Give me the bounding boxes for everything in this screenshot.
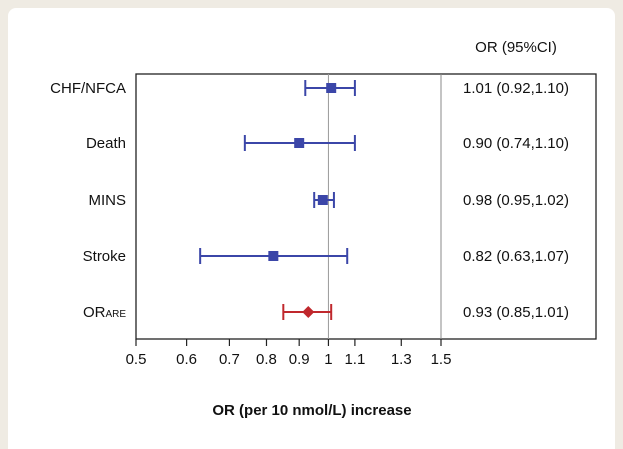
- plot-frame: [135, 73, 597, 340]
- row-label: Stroke: [83, 248, 126, 265]
- x-tick-label: 1: [324, 351, 332, 368]
- row-label: MINS: [89, 192, 127, 209]
- x-tick-label: 0.8: [256, 351, 277, 368]
- ci-value-text: 1.01 (0.92,1.10): [463, 80, 569, 97]
- ci-value-text: 0.82 (0.63,1.07): [463, 248, 569, 265]
- row-label-text: CHF/NFCA: [50, 80, 126, 97]
- x-tick-label: 0.7: [219, 351, 240, 368]
- point-estimate-square: [294, 138, 305, 148]
- point-estimate-square: [268, 251, 279, 261]
- chart-card: [8, 8, 615, 449]
- x-tick-label: 0.9: [289, 351, 310, 368]
- x-tick-label: 0.6: [176, 351, 197, 368]
- ci-column-header: OR (95%CI): [475, 39, 557, 56]
- x-tick-label: 1.3: [391, 351, 412, 368]
- row-label: ORARE: [83, 304, 126, 321]
- ci-value-text: 0.93 (0.85,1.01): [463, 304, 569, 321]
- row-label: CHF/NFCA: [50, 80, 126, 97]
- row-label-text: MINS: [89, 192, 127, 209]
- row-label: Death: [86, 135, 126, 152]
- ci-value-text: 0.90 (0.74,1.10): [463, 135, 569, 152]
- row-label-subscript: ARE: [105, 309, 126, 320]
- x-tick-label: 1.1: [344, 351, 365, 368]
- row-label-text: Death: [86, 135, 126, 152]
- point-estimate-square: [326, 83, 337, 93]
- x-axis-label: OR (per 10 nmol/L) increase: [212, 402, 411, 419]
- row-label-text: OR: [83, 304, 106, 321]
- x-tick-label: 0.5: [126, 351, 147, 368]
- point-estimate-square: [317, 195, 328, 205]
- pooled-estimate-diamond: [302, 306, 315, 318]
- row-label-text: Stroke: [83, 248, 126, 265]
- x-tick-label: 1.5: [431, 351, 452, 368]
- ci-value-text: 0.98 (0.95,1.02): [463, 192, 569, 209]
